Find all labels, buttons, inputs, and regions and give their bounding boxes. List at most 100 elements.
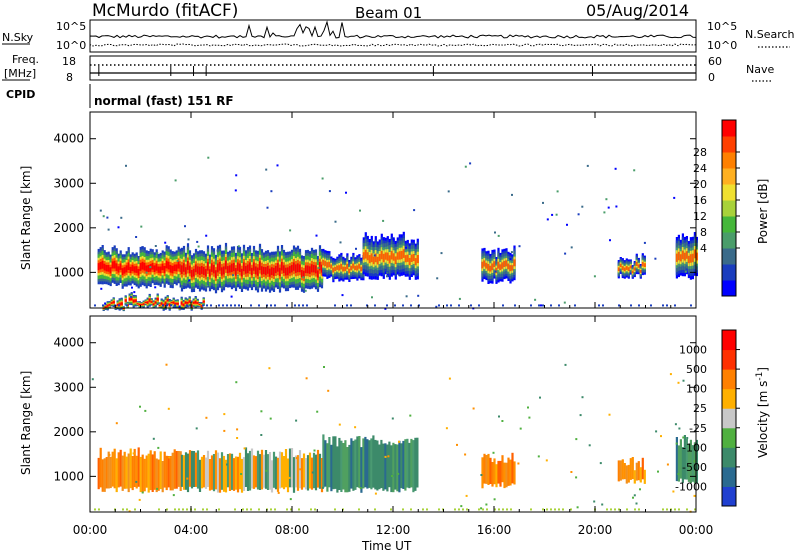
velocity-cell bbox=[264, 450, 268, 489]
power-cell bbox=[248, 262, 252, 271]
power-cell bbox=[328, 261, 331, 268]
velocity-cell bbox=[374, 439, 377, 490]
power-cell bbox=[128, 298, 131, 301]
velocity-speckle bbox=[235, 381, 238, 384]
power-ground bbox=[210, 304, 212, 307]
power-cell bbox=[408, 257, 411, 266]
power-speckle bbox=[509, 258, 512, 261]
velocity-speckle bbox=[132, 452, 135, 455]
velocity-speckle bbox=[295, 457, 298, 460]
power-cell bbox=[188, 300, 191, 303]
velocity-speckle bbox=[608, 413, 611, 416]
power-cell bbox=[334, 266, 337, 271]
velocity-cell bbox=[410, 438, 413, 488]
velocity-cell bbox=[481, 457, 484, 489]
power-cell bbox=[294, 264, 298, 273]
power-cell bbox=[693, 249, 696, 259]
power-ground bbox=[302, 304, 304, 307]
power-cell bbox=[206, 262, 210, 271]
power-speckle bbox=[206, 284, 209, 287]
power-cell bbox=[362, 252, 365, 260]
colorbar-tick-label: 20 bbox=[693, 178, 707, 191]
velocity-cell bbox=[320, 458, 324, 493]
velocity-cell bbox=[182, 455, 186, 490]
velocity-cell bbox=[119, 449, 122, 487]
velocity-ground bbox=[422, 508, 424, 511]
xtick-label: 00:00 bbox=[73, 523, 108, 537]
power-cell bbox=[200, 305, 203, 307]
velocity-speckle bbox=[675, 442, 678, 445]
velocity-ground bbox=[310, 508, 312, 511]
power-cell bbox=[689, 254, 692, 263]
power-ground bbox=[258, 304, 260, 307]
velocity-speckle bbox=[660, 435, 662, 438]
power-cell bbox=[110, 302, 113, 304]
power-cell bbox=[212, 265, 216, 274]
velocity-ground bbox=[686, 508, 688, 511]
power-speckle bbox=[542, 201, 544, 204]
velocity-label-base: Velocity [m s bbox=[756, 381, 770, 458]
velocity-cell bbox=[286, 458, 290, 493]
velocity-speckle bbox=[599, 462, 602, 465]
power-speckle bbox=[276, 164, 279, 167]
velocity-cell bbox=[212, 454, 216, 492]
power-speckle bbox=[149, 266, 152, 269]
noise-left-tick-top: 10^5 bbox=[56, 20, 86, 33]
velocity-cell bbox=[677, 445, 680, 482]
power-speckle bbox=[382, 219, 385, 222]
xtick-label: 04:00 bbox=[174, 523, 209, 537]
velocity-cell bbox=[218, 458, 222, 493]
power-ground bbox=[450, 304, 452, 307]
power-speckle bbox=[120, 216, 123, 219]
beam-title: Beam 01 bbox=[355, 4, 422, 22]
power-speckle bbox=[386, 271, 389, 274]
power-cell bbox=[272, 267, 276, 276]
velocity-cell bbox=[408, 442, 411, 489]
power-colorbar: 28 24 20 16 12 8 4 bbox=[693, 119, 740, 297]
power-ground bbox=[162, 304, 164, 307]
velocity-cell bbox=[105, 457, 108, 489]
power-speckle bbox=[458, 297, 461, 300]
station-title: McMurdo (fitACF) bbox=[92, 1, 238, 21]
power-ground bbox=[334, 304, 336, 307]
velocity-ground bbox=[662, 508, 664, 511]
velocity-ground bbox=[550, 508, 552, 511]
colorbar-tick-label: -1000 bbox=[675, 480, 707, 493]
power-speckle bbox=[593, 275, 596, 278]
power-cell bbox=[139, 262, 142, 271]
velocity-speckle bbox=[168, 456, 171, 459]
velocity-ground bbox=[242, 508, 244, 511]
velocity-cell bbox=[404, 439, 407, 491]
power-cell bbox=[400, 250, 403, 260]
velocity-cell bbox=[679, 439, 682, 479]
velocity-speckle bbox=[570, 471, 573, 473]
power-cell bbox=[256, 267, 260, 276]
velocity-cell bbox=[402, 440, 405, 489]
velocity-speckle bbox=[243, 447, 246, 450]
power-cell bbox=[232, 262, 236, 272]
velocity-speckle bbox=[391, 475, 394, 477]
velocity-cell bbox=[250, 448, 254, 489]
velocity-speckle bbox=[460, 505, 463, 508]
power-cell bbox=[292, 262, 296, 271]
colorbar-segment bbox=[722, 264, 736, 281]
velocity-cell bbox=[159, 451, 162, 490]
power-cell bbox=[296, 263, 300, 273]
velocity-cell bbox=[312, 452, 316, 489]
power-cell bbox=[168, 303, 171, 306]
power-speckle bbox=[339, 241, 342, 244]
power-speckle bbox=[174, 179, 177, 182]
velocity-cell bbox=[378, 444, 381, 490]
colorbar-segment bbox=[722, 152, 736, 169]
cpid-value: normal (fast) 151 RF bbox=[94, 94, 234, 108]
power-cell bbox=[161, 263, 164, 271]
power-cell bbox=[318, 262, 322, 271]
power-cell bbox=[503, 260, 506, 267]
power-ground bbox=[598, 304, 600, 307]
velocity-cell bbox=[111, 451, 114, 487]
velocity-cell bbox=[328, 437, 331, 488]
velocity-speckle bbox=[464, 453, 467, 456]
power-cell bbox=[304, 265, 308, 274]
velocity-cell bbox=[240, 458, 244, 493]
velocity-speckle bbox=[156, 487, 159, 490]
